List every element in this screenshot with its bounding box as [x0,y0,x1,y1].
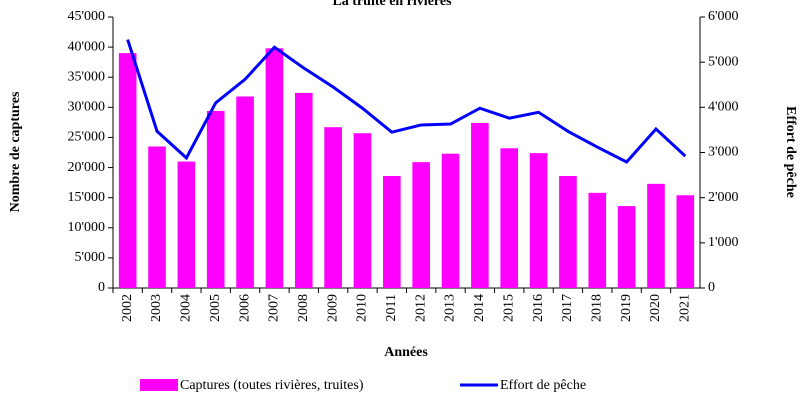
y-tick-label: 20'000 [67,160,105,175]
bar [647,183,665,288]
y-axis-label: Nombre de captures [8,91,23,212]
y2-tick-label: 3'000 [708,145,739,160]
x-tick-label: 2008 [296,294,311,322]
bar [353,133,372,288]
bar [529,153,548,288]
x-tick-label: 2011 [384,294,399,321]
y2-tick-label: 4'000 [708,100,739,115]
bar [324,127,342,288]
x-tick-label: 2012 [413,294,428,322]
bar [148,146,166,288]
bar [265,48,284,289]
bar [118,53,137,289]
x-tick-label: 2015 [501,294,516,322]
x-tick-label: 2007 [267,294,282,322]
chart-title: La truite en rivières [332,0,452,9]
bar [206,110,225,289]
bar [617,206,636,288]
legend-swatch [140,379,178,391]
line [126,39,687,164]
bar [500,148,519,288]
bar [471,122,489,288]
bar [676,195,695,288]
bar [441,153,460,288]
x-tick-label: 2010 [355,294,370,322]
x-tick-label: 2017 [560,294,575,322]
x-axis-label: Années [384,345,428,360]
x-tick-label: 2019 [619,294,634,322]
bar [588,192,607,288]
y2-axis-label: Effort de pêche [783,106,798,198]
x-tick-label: 2018 [589,294,604,322]
y-tick-label: 40'000 [67,39,105,54]
y-tick-label: 10'000 [67,220,105,235]
bar [177,161,196,288]
x-tick-label: 2013 [443,294,458,322]
y2-tick-label: 0 [708,280,715,295]
bar [412,162,430,288]
x-tick-label: 2003 [149,294,164,322]
x-tick-label: 2004 [179,294,194,322]
x-tick-label: 2005 [208,294,223,322]
y-tick-label: 5'000 [74,250,105,265]
bar [294,92,313,288]
x-tick-label: 2021 [678,294,693,322]
y-tick-label: 30'000 [67,100,105,115]
x-tick-label: 2016 [531,294,546,322]
x-tick-label: 2006 [237,294,252,322]
y-tick-label: 25'000 [67,130,105,145]
y-tick-label: 45'000 [67,9,105,24]
x-tick-label: 2014 [472,294,487,322]
bar [559,175,577,288]
bar [383,175,401,288]
y-tick-label: 35'000 [67,69,105,84]
y-tick-label: 0 [98,280,105,295]
y2-tick-label: 5'000 [708,54,739,69]
y-tick-label: 15'000 [67,190,105,205]
y2-tick-label: 6'000 [708,9,739,24]
y2-tick-label: 2'000 [708,190,739,205]
legend-label: Captures (toutes rivières, truites) [180,378,364,393]
y2-tick-label: 1'000 [708,235,739,250]
bar [236,96,254,288]
x-tick-label: 2020 [648,294,663,322]
x-tick-label: 2009 [325,294,340,322]
x-tick-label: 2002 [120,294,135,322]
legend-label: Effort de pêche [500,378,586,393]
